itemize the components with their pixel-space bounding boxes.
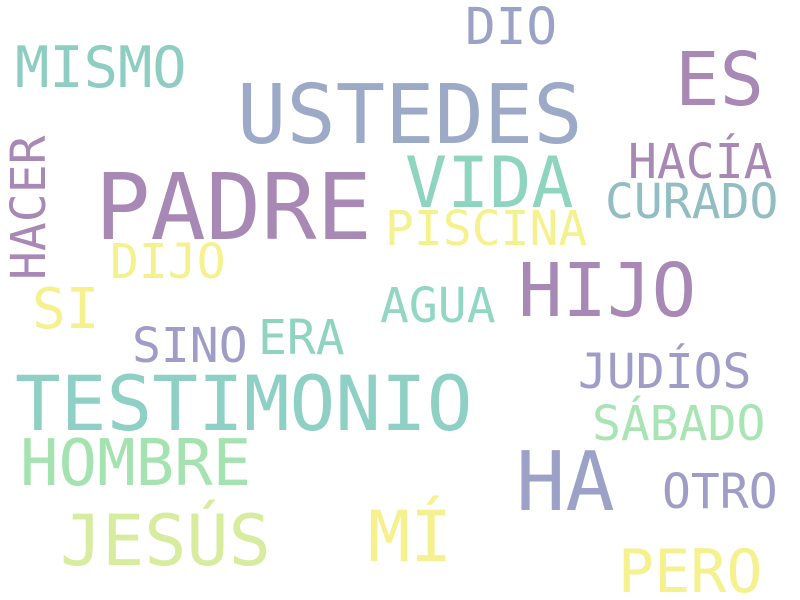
word-si: SI <box>32 277 100 342</box>
word-mismo: MISMO <box>15 35 187 101</box>
word-padre: PADRE <box>95 154 372 261</box>
word-otro: OTRO <box>662 464 778 520</box>
word-pero: PERO <box>618 537 763 600</box>
word-testimonio: TESTIMONIO <box>15 359 473 448</box>
word-judios: JUDÍOS <box>578 344 752 400</box>
word-sino: SINO <box>132 318 248 374</box>
word-agua: AGUA <box>380 278 496 334</box>
word-piscina: PISCINA <box>385 201 588 257</box>
word-hacia: HACÍA <box>628 134 773 190</box>
word-curado: CURADO <box>605 174 779 230</box>
word-ustedes: USTEDES <box>237 68 583 163</box>
word-hijo: HIJO <box>518 248 697 334</box>
word-hombre: HOMBRE <box>20 427 252 501</box>
word-ha: HA <box>516 435 615 530</box>
word-dio: DIO <box>465 0 558 57</box>
word-jesus: JESÚS <box>60 500 271 582</box>
word-era: ERA <box>258 310 345 366</box>
word-vida: VIDA <box>405 142 574 224</box>
word-es: ES <box>675 37 765 123</box>
word-dijo: DIJO <box>110 234 226 290</box>
word-hacer: HACER <box>1 135 57 281</box>
word-mi: MÍ <box>368 496 453 578</box>
word-sabado: SÁBADO <box>592 396 766 452</box>
